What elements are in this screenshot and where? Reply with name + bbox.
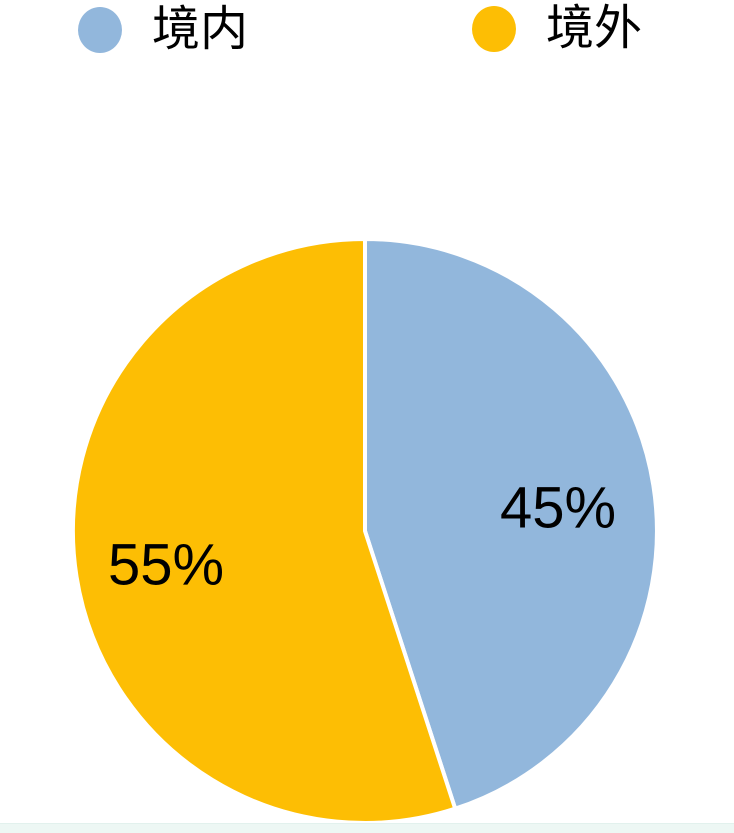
pie-slice-domestic[interactable]: [363, 237, 659, 811]
legend-item-overseas[interactable]: 境外: [472, 3, 642, 55]
pie-slice-overseas[interactable]: [70, 237, 458, 825]
bottom-strip: [0, 823, 734, 833]
legend-dot-domestic-icon: [78, 7, 122, 53]
legend-label-overseas: 境外: [546, 2, 643, 55]
legend-item-domestic[interactable]: 境内: [78, 4, 248, 56]
legend-label-domestic: 境内: [152, 3, 249, 56]
legend-dot-overseas-icon: [472, 6, 516, 52]
